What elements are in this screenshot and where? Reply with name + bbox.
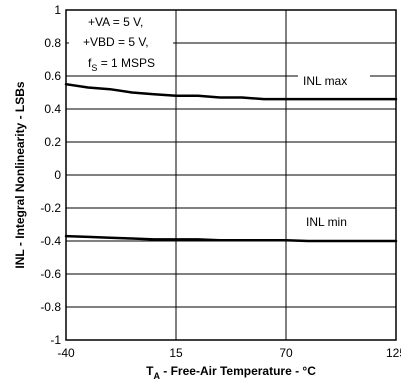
- inl-max-label: INL max: [303, 74, 347, 88]
- y-tick-label: -0.6: [40, 267, 61, 281]
- inl-max-series-line: [64, 82, 398, 101]
- inl-min-series-line: [64, 234, 398, 243]
- condition-va: +VA = 5 V,: [88, 15, 143, 29]
- x-tick-label: 15: [169, 346, 183, 360]
- inl-min-label-background: [302, 213, 372, 229]
- y-axis-title: INL - Integral Nonlinearity - LSBs: [13, 81, 27, 268]
- x-axis-title-main: T: [146, 364, 154, 378]
- y-tick-label: 0.4: [44, 102, 61, 116]
- y-tick-label: -0.8: [40, 300, 61, 314]
- condition-fs: fS = 1 MSPS: [88, 56, 155, 73]
- x-tick-label: 125: [386, 346, 401, 360]
- inl-max-label-background: [298, 72, 370, 88]
- series-lines: [64, 82, 398, 243]
- y-tick-label: 1: [54, 3, 61, 17]
- x-axis-title: TA - Free-Air Temperature - °C: [146, 364, 316, 381]
- x-tick-label: -40: [57, 346, 75, 360]
- inl-min-label: INL min: [306, 215, 347, 229]
- y-tick-label: 0.8: [44, 36, 61, 50]
- y-tick-label: 0.6: [44, 69, 61, 83]
- y-tick-label: 0: [54, 168, 61, 182]
- y-tick-label: 0.2: [44, 135, 61, 149]
- condition-fs-sub: S: [91, 63, 97, 73]
- y-tick-label: -1: [50, 333, 61, 347]
- plot-frame: [65, 9, 397, 341]
- x-tick-label: 70: [279, 346, 293, 360]
- x-axis-title-rest: - Free-Air Temperature - °C: [160, 364, 316, 378]
- y-tick-label: -0.2: [40, 201, 61, 215]
- x-axis-title-sub: A: [153, 371, 160, 381]
- condition-fs-rest: = 1 MSPS: [97, 56, 155, 70]
- y-tick-label: -0.4: [40, 234, 61, 248]
- grid-lines: [66, 10, 396, 340]
- tick-labels: -1 -0.8 -0.6 -0.4 -0.2 0 0.2 0.4 0.6 0.8 1 -40 15 70 1…: [40, 3, 401, 360]
- condition-fs-main: f: [88, 56, 92, 70]
- condition-vbd: +VBD = 5 V,: [83, 35, 149, 49]
- conditions-box-background: [69, 10, 173, 73]
